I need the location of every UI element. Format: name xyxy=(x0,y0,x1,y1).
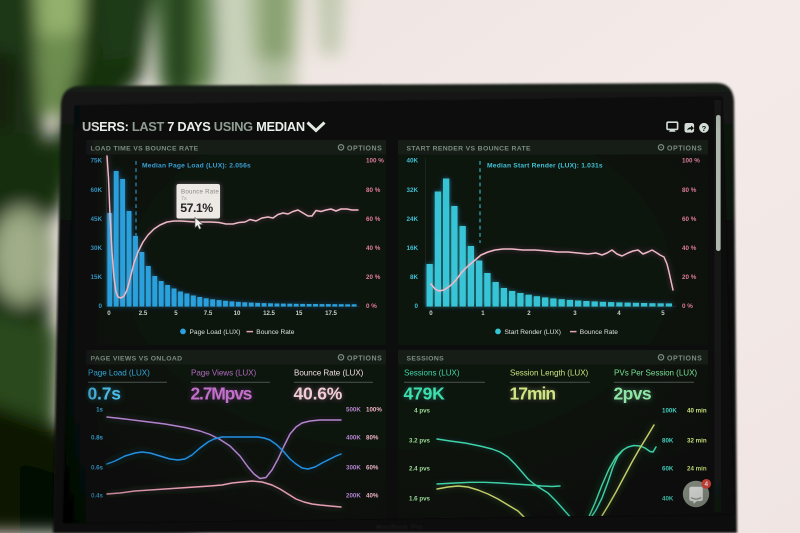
svg-text:MacBook Pro: MacBook Pro xyxy=(376,525,423,531)
